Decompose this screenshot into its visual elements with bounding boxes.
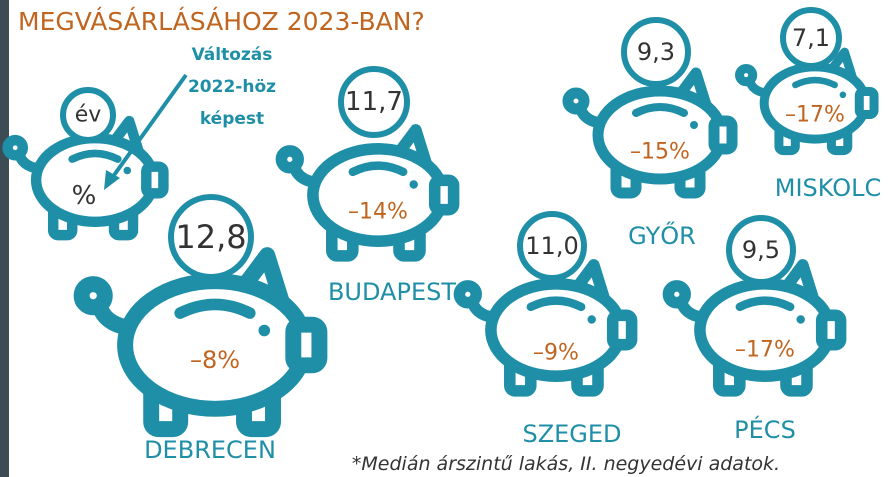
piggy <box>662 259 847 397</box>
coin <box>780 7 842 69</box>
piggy <box>73 247 328 438</box>
legend-change: % <box>72 181 97 211</box>
snout <box>141 161 169 199</box>
change: –15% <box>630 140 690 165</box>
city-name: PÉCS <box>734 415 796 444</box>
tail-curl <box>2 134 29 161</box>
piggy-banks: év% 11,7 –14% BUDAPEST 12,8 –8% DEBRECEN 9,3 –15… <box>2 7 881 464</box>
footnote: *Medián árszintű lakás, II. negyedévi ad… <box>352 453 780 475</box>
change: –17% <box>785 103 845 128</box>
snout <box>854 87 879 119</box>
coin-value: 9,5 <box>742 236 780 264</box>
change: –8% <box>190 346 240 374</box>
coin-value: 12,8 <box>175 218 246 256</box>
snout <box>428 174 460 216</box>
slot <box>348 161 408 177</box>
eye <box>123 166 132 175</box>
piggy <box>275 124 460 262</box>
snout <box>285 316 328 374</box>
eye <box>258 324 271 337</box>
snout <box>606 309 638 351</box>
arrow <box>110 73 188 180</box>
eye <box>409 180 418 189</box>
slot <box>174 298 256 319</box>
title: MEGVÁSÁRLÁSÁHOZ 2023-BAN? <box>18 7 425 36</box>
coin <box>338 66 410 138</box>
eye <box>587 315 596 324</box>
coin-value: év <box>75 103 102 128</box>
tail-curl <box>735 64 758 87</box>
coin <box>621 17 691 87</box>
slot <box>526 296 586 312</box>
eye <box>690 121 698 129</box>
coin-value: 7,1 <box>792 24 830 52</box>
tail-curl <box>275 145 304 174</box>
side-bar <box>0 0 9 477</box>
city-name: MISKOLC <box>775 174 881 202</box>
eye <box>839 91 847 99</box>
coin <box>726 215 796 285</box>
piggy <box>453 259 638 397</box>
note-line: képest <box>200 109 264 129</box>
tail-curl <box>562 87 590 115</box>
city-name: BUDAPEST <box>328 278 456 306</box>
snout <box>708 115 738 155</box>
arrow-head <box>104 170 120 190</box>
city-name: SZEGED <box>522 420 621 448</box>
tail-curl <box>662 280 691 309</box>
city-name: GYŐR <box>628 220 696 250</box>
coin-value: 11,0 <box>525 232 578 260</box>
coin <box>168 194 254 280</box>
slot <box>735 296 795 312</box>
piggy <box>562 67 738 199</box>
coin-value: 11,7 <box>345 87 403 117</box>
change: –14% <box>348 200 408 225</box>
change: –17% <box>735 338 795 363</box>
snout <box>815 309 847 351</box>
coin-value: 9,3 <box>637 38 675 66</box>
eye <box>796 315 805 324</box>
tail-curl <box>73 276 113 316</box>
city-name: DEBRECEN <box>144 436 276 464</box>
change: –9% <box>533 341 579 366</box>
coin <box>517 211 587 281</box>
note-line: 2022-höz <box>188 77 276 97</box>
legend-note: Változás 2022-höz képest <box>188 45 276 129</box>
slot <box>632 103 688 117</box>
coin <box>60 87 116 143</box>
tail-curl <box>453 280 482 309</box>
note-line: Változás <box>192 45 273 65</box>
slot <box>68 149 122 163</box>
slot <box>792 76 838 89</box>
